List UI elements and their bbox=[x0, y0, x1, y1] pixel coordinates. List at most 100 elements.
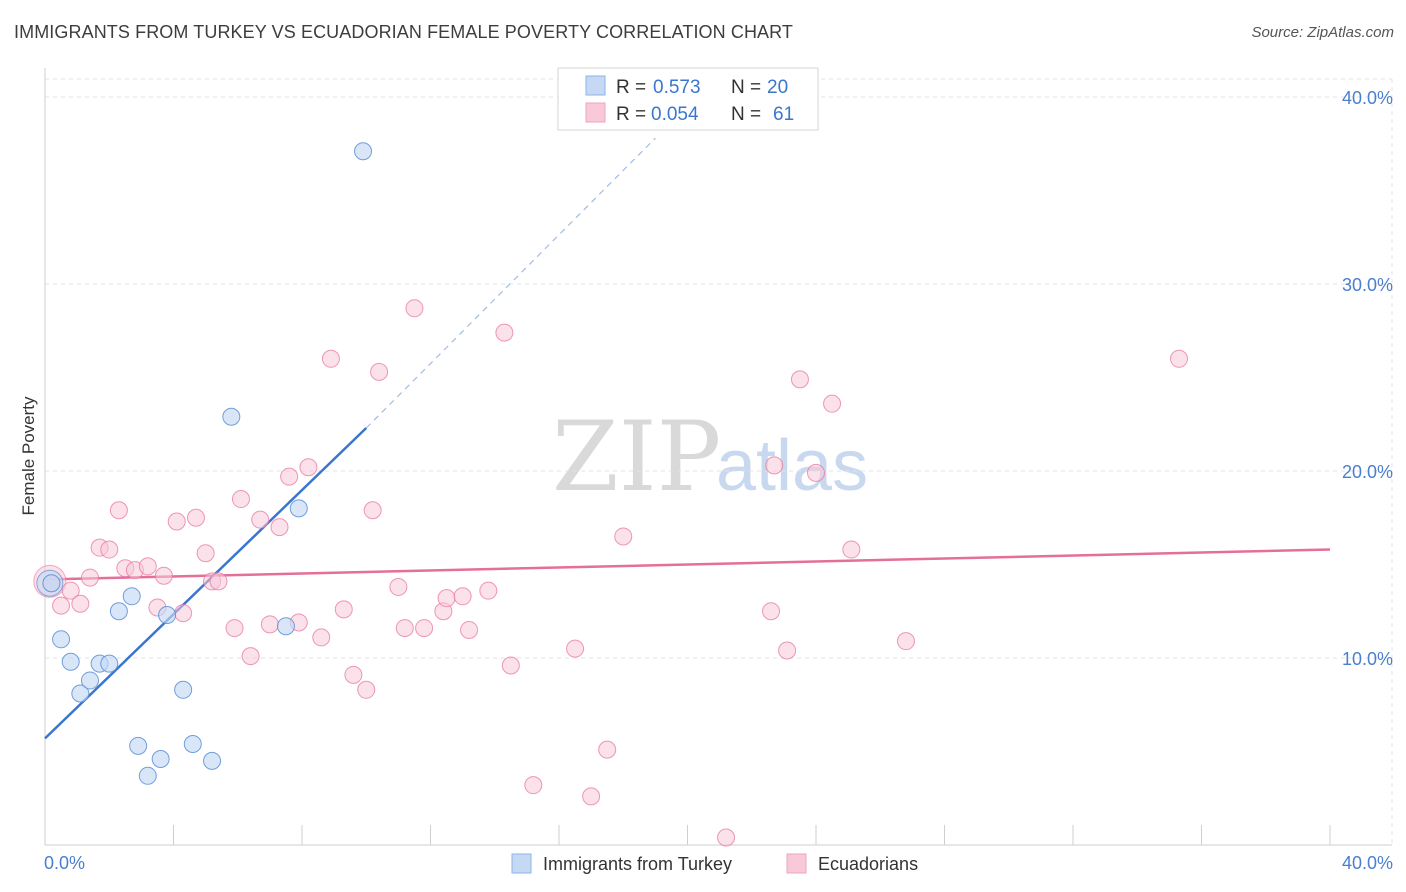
point-ecuadorians bbox=[614, 527, 633, 546]
legend-blue-r-label: R = bbox=[616, 77, 646, 98]
point-ecuadorians bbox=[790, 370, 809, 389]
legend-bottom: Immigrants from Turkey Ecuadorians bbox=[511, 853, 918, 874]
legend-pink-n-label: N = bbox=[731, 104, 761, 125]
point-turkey bbox=[183, 735, 202, 754]
watermark-atlas: atlas bbox=[716, 426, 868, 506]
point-ecuadorians bbox=[807, 463, 825, 482]
legend-blue-r-value: 0.573 bbox=[653, 77, 701, 98]
point-ecuadorians bbox=[598, 740, 617, 759]
point-turkey bbox=[52, 630, 71, 649]
point-ecuadorians bbox=[61, 581, 80, 600]
point-ecuadorians bbox=[299, 458, 318, 477]
bottom-legend-blue-swatch bbox=[511, 853, 532, 874]
bottom-legend-pink-label: Ecuadorians bbox=[818, 854, 918, 874]
x-tick-label-max: 40.0% bbox=[1342, 853, 1393, 873]
point-ecuadorians bbox=[344, 665, 363, 684]
point-ecuadorians bbox=[524, 776, 543, 795]
trend-line-turkey-extension bbox=[365, 137, 656, 429]
point-turkey bbox=[80, 671, 99, 690]
point-ecuadorians bbox=[363, 501, 382, 520]
point-ecuadorians bbox=[52, 596, 71, 615]
point-ecuadorians bbox=[209, 572, 228, 591]
point-ecuadorians bbox=[71, 594, 90, 613]
point-ecuadorians bbox=[241, 647, 260, 666]
point-turkey bbox=[222, 407, 241, 426]
y-tick-labels: 10.0% 20.0% 30.0% 40.0% bbox=[1342, 88, 1393, 669]
point-ecuadorians bbox=[100, 540, 119, 559]
bottom-legend-pink-swatch bbox=[786, 853, 807, 874]
point-ecuadorians bbox=[415, 619, 434, 638]
point-ecuadorians bbox=[196, 544, 215, 563]
point-ecuadorians bbox=[260, 615, 279, 634]
legend-pink-r-value: 0.054 bbox=[651, 104, 699, 125]
legend-blue-swatch bbox=[585, 75, 606, 96]
point-turkey bbox=[289, 499, 308, 518]
point-ecuadorians bbox=[479, 581, 498, 600]
point-turkey bbox=[158, 605, 177, 624]
point-ecuadorians bbox=[566, 639, 585, 658]
point-turkey bbox=[109, 602, 128, 621]
point-ecuadorians bbox=[80, 568, 99, 587]
bottom-legend-blue-label: Immigrants from Turkey bbox=[543, 854, 732, 874]
point-ecuadorians bbox=[1170, 349, 1189, 368]
point-turkey bbox=[71, 684, 90, 703]
point-ecuadorians bbox=[437, 589, 456, 608]
legend-pink-swatch bbox=[585, 102, 606, 123]
trend-line-ecuadorians bbox=[44, 548, 1331, 581]
point-ecuadorians bbox=[154, 566, 173, 585]
point-turkey bbox=[122, 587, 141, 606]
point-ecuadorians bbox=[370, 362, 389, 381]
x-tick-label-min: 0.0% bbox=[44, 853, 85, 873]
point-turkey bbox=[138, 766, 157, 785]
point-ecuadorians bbox=[334, 600, 353, 619]
point-turkey bbox=[276, 617, 295, 636]
point-turkey bbox=[151, 749, 170, 768]
point-turkey bbox=[354, 142, 373, 161]
watermark: ZIP atlas bbox=[552, 401, 868, 513]
y-tick-label: 20.0% bbox=[1342, 462, 1393, 482]
point-ecuadorians bbox=[453, 587, 472, 606]
point-ecuadorians bbox=[765, 456, 784, 475]
point-ecuadorians bbox=[174, 604, 193, 623]
point-ecuadorians bbox=[357, 680, 376, 699]
point-ecuadorians bbox=[280, 467, 299, 486]
point-ecuadorians bbox=[405, 299, 424, 318]
point-ecuadorians bbox=[109, 501, 128, 520]
point-ecuadorians bbox=[460, 620, 479, 639]
watermark-zip: ZIP bbox=[552, 401, 721, 513]
y-tick-label: 30.0% bbox=[1342, 275, 1393, 295]
point-ecuadorians bbox=[495, 323, 514, 342]
chart-title: IMMIGRANTS FROM TURKEY VS ECUADORIAN FEM… bbox=[14, 22, 794, 42]
legend-blue-n-value: 20 bbox=[767, 77, 788, 98]
data-points bbox=[33, 142, 1189, 847]
point-ecuadorians bbox=[321, 349, 340, 368]
point-ecuadorians bbox=[251, 510, 270, 529]
point-ecuadorians bbox=[270, 518, 289, 537]
point-ecuadorians bbox=[842, 540, 861, 559]
point-turkey bbox=[42, 574, 61, 593]
y-tick-label: 40.0% bbox=[1342, 88, 1393, 108]
point-turkey bbox=[61, 652, 80, 671]
point-turkey bbox=[129, 736, 148, 755]
legend-top: R = 0.573 N = 20 R = 0.054 N = 61 bbox=[557, 67, 819, 131]
point-ecuadorians bbox=[778, 641, 797, 660]
y-tick-label: 10.0% bbox=[1342, 649, 1393, 669]
source-label: Source: ZipAtlas.com bbox=[1251, 24, 1394, 41]
point-ecuadorians bbox=[896, 632, 915, 651]
point-ecuadorians bbox=[231, 490, 250, 509]
y-axis-label: Female Poverty bbox=[19, 396, 38, 516]
point-ecuadorians bbox=[138, 557, 157, 576]
point-ecuadorians bbox=[395, 619, 414, 638]
point-ecuadorians bbox=[762, 602, 781, 621]
legend-pink-r-label: R = bbox=[616, 104, 646, 125]
point-turkey bbox=[203, 751, 222, 770]
point-turkey bbox=[174, 680, 193, 699]
point-ecuadorians bbox=[186, 508, 205, 527]
point-ecuadorians bbox=[582, 787, 601, 806]
point-ecuadorians bbox=[225, 619, 244, 638]
legend-blue-n-label: N = bbox=[731, 77, 761, 98]
point-turkey bbox=[100, 654, 119, 673]
axes bbox=[44, 68, 1392, 846]
point-ecuadorians bbox=[389, 577, 408, 596]
